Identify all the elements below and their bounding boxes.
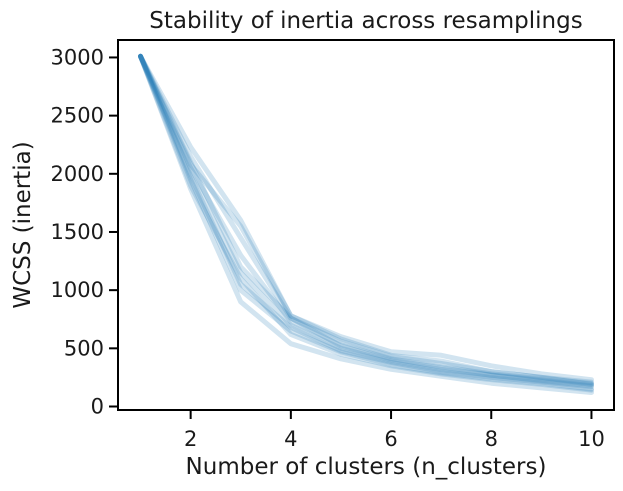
chart-title: Stability of inertia across resamplings <box>149 8 582 34</box>
y-tick-label: 2000 <box>51 162 104 186</box>
x-tick-label: 4 <box>284 427 297 451</box>
y-tick-label: 0 <box>91 395 104 419</box>
series-line-9 <box>138 53 594 389</box>
series-line-5 <box>138 53 594 386</box>
y-tick-label: 3000 <box>51 45 104 69</box>
series-line-8 <box>138 53 594 390</box>
series-line-6 <box>138 53 594 385</box>
x-tick-label: 6 <box>384 427 397 451</box>
series-line-4 <box>138 53 594 387</box>
x-tick-label: 8 <box>485 427 498 451</box>
series-line-7 <box>138 53 594 383</box>
x-axis-ticks: 2 4 6 8 10 <box>184 410 605 451</box>
series-line-1 <box>138 53 594 387</box>
series-line-2 <box>138 53 594 395</box>
y-tick-label: 500 <box>64 336 104 360</box>
plot-frame <box>117 39 615 411</box>
y-tick-label: 1500 <box>51 220 104 244</box>
series-lines <box>138 53 594 395</box>
series-line-10 <box>138 53 594 393</box>
x-tick-label: 2 <box>184 427 197 451</box>
y-tick-label: 1000 <box>51 278 104 302</box>
y-axis-title: WCSS (inertia) <box>10 141 36 308</box>
series-line-3 <box>138 53 594 392</box>
x-axis-title: Number of clusters (n_clusters) <box>186 454 547 480</box>
x-tick-label: 10 <box>578 427 605 451</box>
y-axis-ticks: 0 500 1000 1500 2000 2500 3000 <box>51 45 118 419</box>
y-tick-label: 2500 <box>51 104 104 128</box>
